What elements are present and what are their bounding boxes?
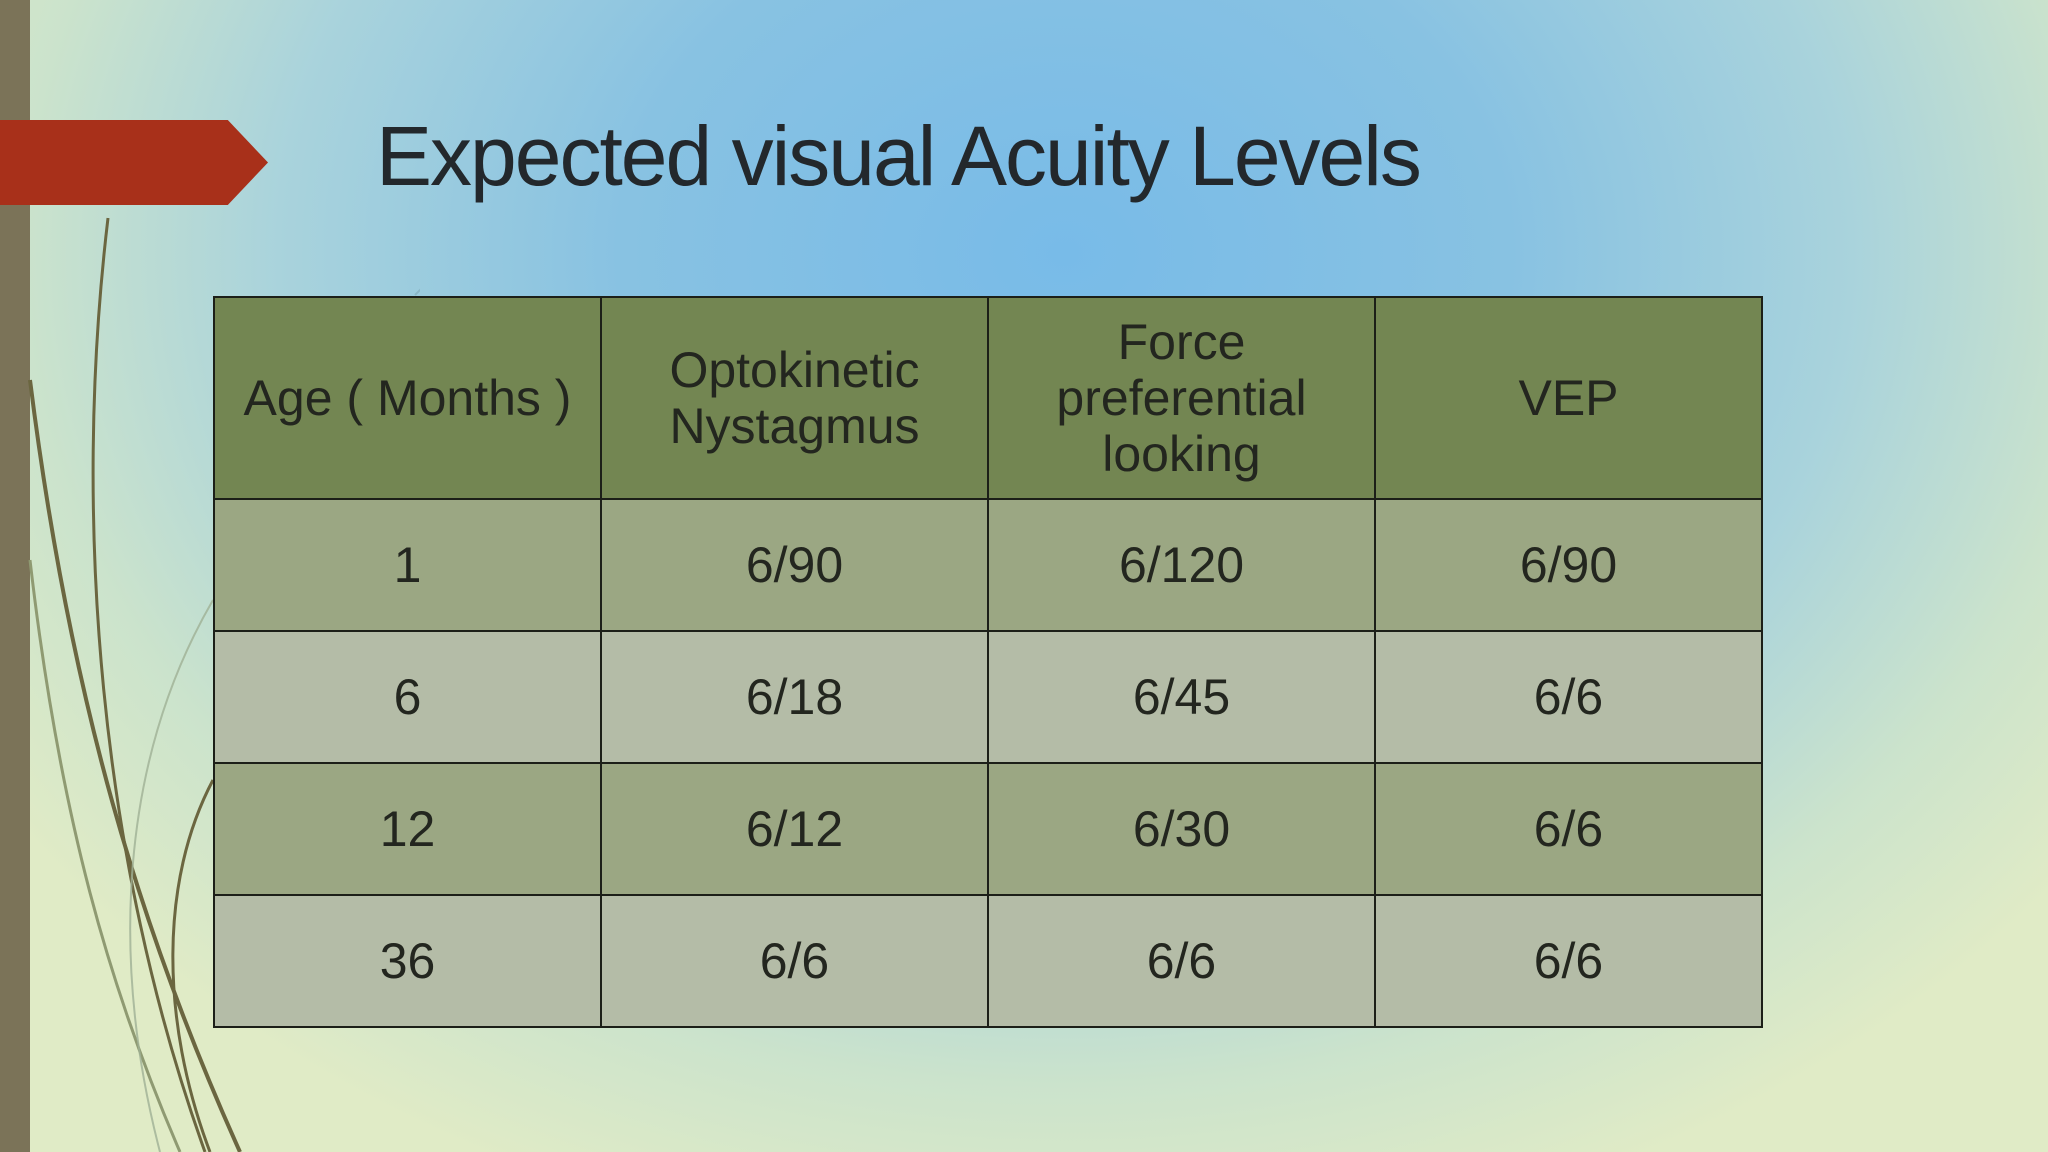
table-cell: 1	[213, 498, 602, 632]
column-header-vep: VEP	[1374, 296, 1763, 500]
table-cell: 36	[213, 894, 602, 1028]
title-arrow-marker	[0, 120, 268, 205]
table-cell: 6/6	[1374, 762, 1763, 896]
table-row: 1 6/90 6/120 6/90	[213, 498, 1763, 632]
table-cell: 6/12	[600, 762, 989, 896]
slide-title: Expected visual Acuity Levels	[376, 109, 1422, 203]
table-cell: 6/120	[987, 498, 1376, 632]
swoosh-line	[414, 288, 420, 296]
table-row: 36 6/6 6/6 6/6	[213, 894, 1763, 1028]
column-header-optokinetic: Optokinetic Nystagmus	[600, 296, 989, 500]
table-cell: 6/6	[600, 894, 989, 1028]
table-cell: 6/18	[600, 630, 989, 764]
table-cell: 6/30	[987, 762, 1376, 896]
swoosh-line	[171, 779, 215, 1152]
column-header-fpl: Force preferential looking	[987, 296, 1376, 500]
swoosh-line	[91, 217, 207, 1152]
table-cell: 6/90	[600, 498, 989, 632]
decorative-swooshes	[28, 217, 420, 1152]
column-header-age: Age ( Months )	[213, 296, 602, 500]
table-cell: 6/6	[1374, 894, 1763, 1028]
swoosh-line	[129, 599, 214, 1152]
table-cell: 6	[213, 630, 602, 764]
table-row: 12 6/12 6/30 6/6	[213, 762, 1763, 896]
table-cell: 6/90	[1374, 498, 1763, 632]
table-cell: 12	[213, 762, 602, 896]
table-cell: 6/45	[987, 630, 1376, 764]
table-cell: 6/6	[987, 894, 1376, 1028]
swoosh-line	[28, 559, 182, 1152]
table-header-row: Age ( Months ) Optokinetic Nystagmus For…	[213, 296, 1763, 500]
table-cell: 6/6	[1374, 630, 1763, 764]
table-row: 6 6/18 6/45 6/6	[213, 630, 1763, 764]
acuity-table: Age ( Months ) Optokinetic Nystagmus For…	[213, 296, 1763, 1028]
swoosh-line	[28, 379, 242, 1152]
